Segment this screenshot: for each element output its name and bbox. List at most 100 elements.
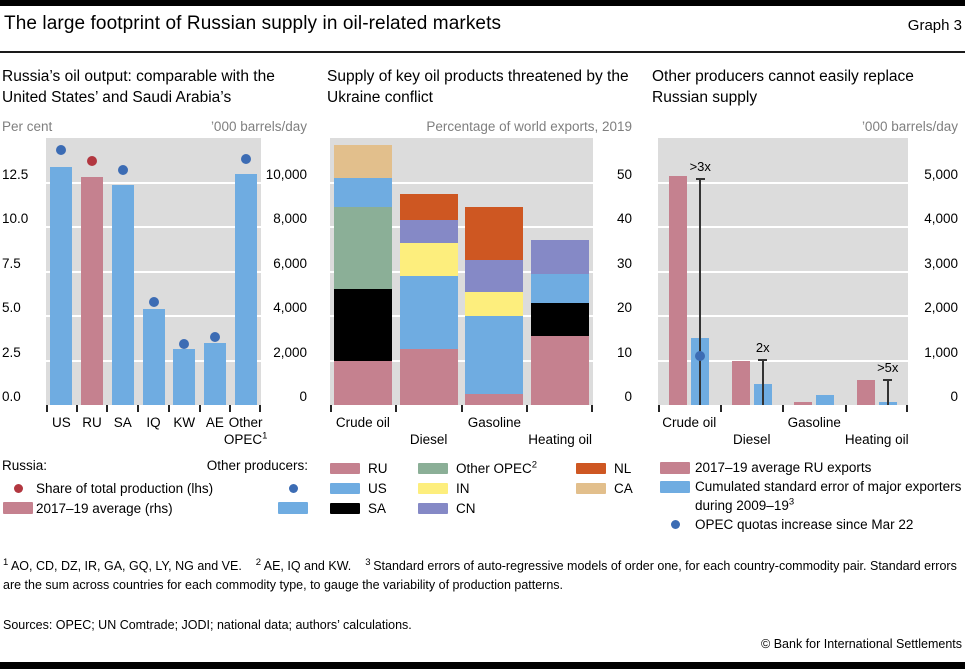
legend-marker-cell	[655, 477, 695, 493]
y-axis-tick-label: 5,000	[924, 166, 958, 182]
y-axis-tick-label: 40	[616, 211, 632, 226]
plot-area-oil-products: Crude oil Diesel Gasoline Heating oil	[330, 138, 593, 447]
segment-SA	[531, 302, 590, 337]
category-label: AE	[205, 415, 224, 430]
whisker-annotation: >5x	[877, 360, 899, 376]
legend-bar-swatch	[418, 502, 448, 514]
legend-item: Other OPEC2	[418, 458, 576, 478]
legend-item-label: Other OPEC2	[456, 459, 538, 476]
axis-tick	[137, 405, 140, 412]
dot-US	[56, 145, 67, 156]
legend-bar-swatch	[330, 482, 360, 494]
gridline	[330, 181, 593, 184]
axis-tick	[75, 405, 78, 412]
legend-russia-vs-others: Russia: Other producers: Share of total …	[0, 458, 321, 518]
graph-number: Graph 3	[907, 17, 962, 34]
bar-KW	[173, 349, 196, 405]
legend-bar-swatch	[576, 482, 606, 494]
y-axis-tick-label: 10,000	[265, 166, 307, 182]
copyright-line: © Bank for International Settlements	[761, 637, 962, 651]
bar-RU	[81, 176, 104, 405]
legend-marker-cell	[0, 502, 36, 514]
axis-tick	[167, 405, 170, 412]
legend-bar-swatch	[418, 482, 448, 494]
gridline	[46, 226, 261, 228]
axis-tick	[259, 405, 261, 412]
legend-item: Cumulated standard error of major export…	[655, 477, 963, 515]
y-axis-tick-label: 10.0	[2, 211, 29, 226]
segment-RU	[333, 360, 392, 405]
legend-marker-cell	[655, 515, 695, 529]
legend-header-russia: Russia:	[2, 458, 48, 473]
category-label: KW	[173, 415, 196, 430]
error-whisker-cap	[758, 359, 768, 362]
category-label: Heating oil	[528, 432, 593, 447]
footnote: 2 AE, IQ and KW.	[255, 556, 352, 573]
axis-tick	[591, 405, 593, 412]
axis-unit-right: ’000 barrels/day	[210, 119, 307, 134]
axis-tick	[719, 405, 722, 412]
y-axis-tick-label: 2,000	[273, 344, 307, 360]
legend-item: OPEC quotas increase since Mar 22	[655, 515, 963, 534]
top-rule	[0, 0, 965, 6]
legend-item-label: US	[368, 480, 387, 496]
gridline	[330, 315, 593, 317]
error-whisker-line	[761, 359, 764, 405]
bar-std-error	[816, 394, 835, 405]
legend-bar-swatch	[278, 502, 308, 514]
panel-russia-oil-output: Russia’s oil output: comparable with the…	[0, 62, 321, 462]
segment-US	[465, 316, 524, 394]
legend-dot	[670, 520, 680, 529]
y-axis-tick-label: 7.5	[2, 255, 21, 271]
segment-US	[333, 178, 392, 207]
dot-KW	[179, 339, 190, 350]
panel-title: Russia’s oil output: comparable with the…	[2, 68, 275, 106]
category-label: Crude oil	[335, 415, 390, 430]
y-axis-tick-label: 12.5	[2, 166, 29, 182]
legend-headers: Russia: Other producers:	[0, 458, 321, 478]
y-axis-tick-label: 2.5	[2, 344, 21, 360]
y-axis-tick-label: 3,000	[924, 255, 958, 271]
segment-RU	[465, 393, 524, 405]
y-axis-tick-label: 20	[616, 300, 632, 315]
category-label: Other	[228, 415, 263, 430]
legend-item-label: CA	[614, 480, 633, 496]
y-axis-tick-label: 0	[299, 389, 307, 404]
y-axis-tick-label: 5.0	[2, 300, 21, 315]
sources-line: Sources: OPEC; UN Comtrade; JODI; nation…	[3, 618, 412, 632]
legend-item: 2017–19 average RU exports	[655, 458, 963, 477]
axis-tick	[460, 405, 463, 412]
legend-bar-swatch	[660, 462, 690, 474]
panel-title: Other producers cannot easily replace Ru…	[652, 68, 914, 106]
bar-Other OPEC	[234, 173, 257, 405]
gridline	[658, 226, 908, 228]
dot-IQ	[148, 296, 159, 307]
dot-Other OPEC	[240, 154, 251, 165]
error-whisker-line	[886, 379, 889, 405]
segment-IN	[465, 291, 524, 316]
bar-AE	[203, 342, 226, 405]
whisker-annotation: 2x	[755, 340, 770, 356]
axis-tick	[844, 405, 847, 412]
header-rule	[0, 51, 965, 53]
segment-US	[531, 273, 590, 303]
axis-tick	[46, 405, 48, 412]
legend-column: NL CA	[576, 458, 650, 518]
legend-item: NL	[576, 458, 650, 478]
gridline	[330, 359, 593, 362]
axis-tick	[782, 405, 784, 412]
legend-item: US	[330, 478, 418, 498]
y-axis-tick-label: 1,000	[924, 344, 958, 360]
y-axis-tick-label: 50	[616, 166, 632, 182]
axis-tick	[526, 405, 529, 412]
error-whisker-line	[699, 178, 702, 405]
legend-item-label: RU	[368, 460, 388, 476]
dot-RU	[87, 156, 98, 167]
dot-opec-quota	[695, 351, 706, 362]
axis-unit-left: Per cent	[2, 119, 53, 134]
legend-header-other-producers: Other producers:	[206, 458, 308, 473]
segment-CA	[333, 144, 392, 179]
legend-item: RU	[330, 458, 418, 478]
segment-NL	[465, 206, 524, 261]
